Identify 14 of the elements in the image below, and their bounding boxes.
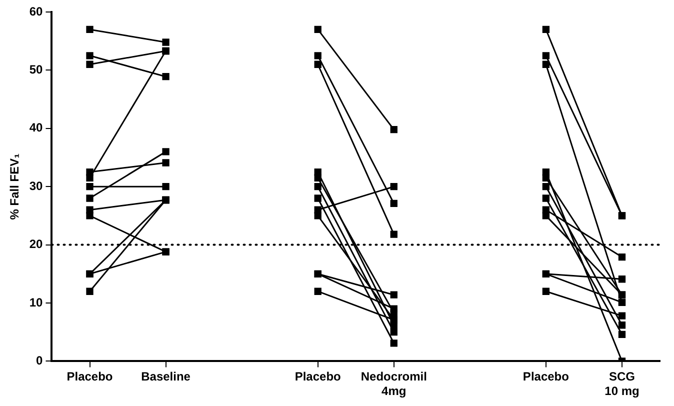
y-tick-label: 50 <box>29 62 44 77</box>
y-tick-label: 40 <box>29 120 44 135</box>
x-tick-label: Placebo <box>66 370 113 384</box>
y-tick-label: 0 <box>36 354 44 368</box>
x-tick-label: SCG 10 mg <box>604 370 640 398</box>
y-tick-label: 20 <box>29 237 44 252</box>
x-tick-label: Baseline <box>141 370 191 384</box>
y-axis-title: % Fall FEV₁ <box>8 153 22 220</box>
x-tick-label: Nedocromil 4mg <box>360 370 427 398</box>
y-tick-label: 10 <box>29 295 44 310</box>
x-tick-label: Placebo <box>294 370 341 384</box>
x-tick-label: Placebo <box>522 370 569 384</box>
y-tick-label: 30 <box>29 178 44 193</box>
y-tick-label: 60 <box>29 4 44 18</box>
